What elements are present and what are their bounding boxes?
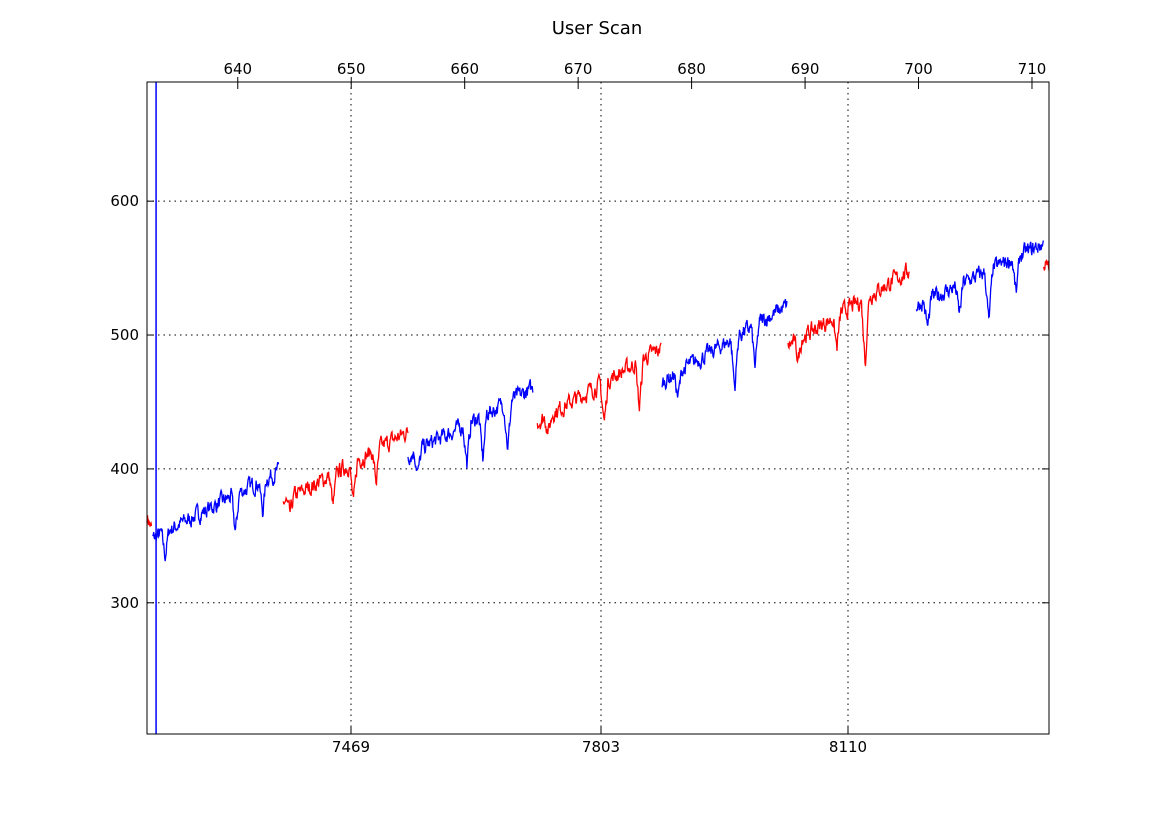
bottom-tick-label: 8110 [829, 738, 867, 756]
series-line [407, 379, 534, 471]
top-tick-label: 640 [223, 60, 252, 78]
top-tick-label: 650 [337, 60, 366, 78]
chart-title: User Scan [552, 18, 643, 39]
top-tick-label: 690 [791, 60, 820, 78]
plot-frame [146, 81, 1050, 735]
tick-labels: 640 650 660 670 680 690 700 710 7469 7803 8110 300 4… [110, 60, 1046, 756]
top-tick-label: 700 [904, 60, 933, 78]
y-tick-label: 500 [110, 326, 139, 344]
y-tick-label: 600 [110, 192, 139, 210]
series-line [661, 298, 788, 398]
top-tick-label: 680 [677, 60, 706, 78]
series-line [152, 461, 280, 562]
series-line [536, 342, 662, 435]
bottom-tick-label: 7803 [582, 738, 620, 756]
top-tick-label: 660 [450, 60, 479, 78]
series-line [282, 426, 409, 513]
series-line [915, 240, 1044, 326]
top-tick-label: 710 [1018, 60, 1047, 78]
grid-lines [147, 82, 1049, 734]
y-tick-label: 300 [110, 594, 139, 612]
top-tick-label: 670 [564, 60, 593, 78]
series-line [146, 515, 153, 527]
y-tick-label: 400 [110, 460, 139, 478]
data-series [146, 82, 1050, 734]
bottom-tick-label: 7469 [332, 738, 370, 756]
axes [146, 77, 1050, 735]
series-line [787, 262, 910, 367]
series-line [1042, 258, 1050, 271]
